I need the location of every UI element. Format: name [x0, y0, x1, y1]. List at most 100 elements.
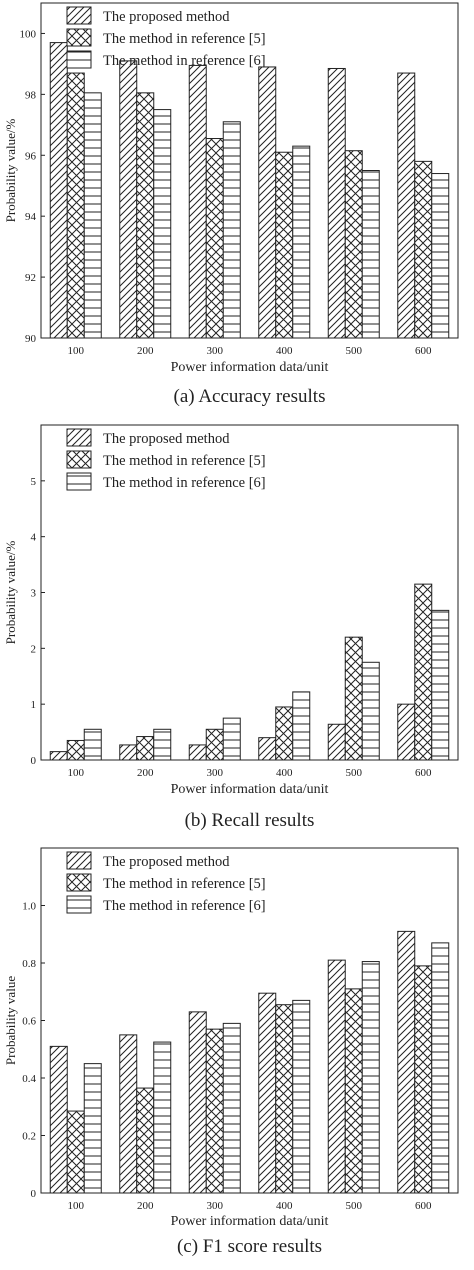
x-tick-label: 200 — [137, 345, 154, 357]
legend-label-1: The proposed method — [103, 431, 230, 447]
bar-500-series-3 — [361, 170, 380, 339]
x-tick-label: 500 — [346, 767, 363, 779]
legend-label-1: The proposed method — [103, 9, 230, 25]
plot-frame — [40, 2, 459, 339]
bar-300-series-3 — [222, 717, 241, 761]
x-tick-label: 500 — [346, 1200, 363, 1212]
legend-label-2: The method in reference [5] — [103, 31, 266, 47]
bar-500-series-1 — [327, 723, 346, 761]
x-tick-label: 600 — [415, 345, 432, 357]
legend-label-3: The method in reference [6] — [103, 475, 266, 491]
x-tick-label: 300 — [207, 345, 224, 357]
y-tick-label: 94 — [25, 211, 37, 223]
x-tick-label: 600 — [415, 767, 432, 779]
y-tick-label: 1.0 — [22, 901, 36, 913]
y-tick-label: 98 — [25, 89, 37, 101]
legend-swatch-3 — [66, 50, 92, 69]
bar-600-series-3 — [431, 942, 450, 1194]
x-tick-label: 300 — [207, 767, 224, 779]
x-tick-label: 200 — [137, 1200, 154, 1212]
bar-300-series-3 — [222, 121, 241, 339]
x-axis-label: Power information data/unit — [171, 1214, 329, 1229]
bar-300-series-3 — [222, 1022, 241, 1194]
bar-500-series-2 — [344, 636, 363, 761]
legend-label-2: The method in reference [5] — [103, 453, 266, 469]
x-tick-label: 400 — [276, 1200, 293, 1212]
bar-600-series-1 — [397, 72, 416, 339]
bar-200-series-1 — [119, 60, 138, 339]
bar-300-series-1 — [188, 744, 207, 761]
panel-caption: (a) Accuracy results — [174, 386, 326, 407]
bar-200-series-2 — [136, 736, 155, 761]
legend-swatch-1 — [66, 6, 92, 25]
bar-300-series-1 — [188, 64, 207, 339]
y-tick-label: 1 — [31, 699, 37, 711]
bar-600-series-3 — [431, 173, 450, 339]
x-tick-label: 100 — [68, 767, 85, 779]
x-tick-label: 200 — [137, 767, 154, 779]
bar-400-series-2 — [275, 1004, 294, 1194]
x-tick-label: 100 — [68, 345, 85, 357]
bar-600-series-2 — [414, 583, 433, 761]
bar-500-series-3 — [361, 661, 380, 761]
bar-500-series-2 — [344, 988, 363, 1194]
y-tick-label: 0.2 — [22, 1131, 36, 1143]
bar-100-series-2 — [66, 739, 85, 761]
panel-caption: (b) Recall results — [185, 810, 315, 831]
y-tick-label: 92 — [25, 272, 36, 284]
bar-400-series-2 — [275, 151, 294, 339]
y-tick-label: 90 — [25, 333, 37, 345]
bar-100-series-2 — [66, 1110, 85, 1194]
y-axis-label: Probability value/% — [3, 119, 18, 223]
bar-100-series-3 — [83, 1063, 102, 1194]
bar-200-series-3 — [153, 1041, 172, 1194]
bar-200-series-2 — [136, 92, 155, 339]
x-tick-label: 300 — [207, 1200, 224, 1212]
y-tick-label: 5 — [31, 476, 37, 488]
y-tick-label: 0.4 — [22, 1073, 36, 1085]
legend-label-3: The method in reference [6] — [103, 53, 266, 69]
chart-panel-1: 90 92 94 96 98 100 100 200 300 400 500 600 The propo… — [3, 2, 459, 407]
y-axis-label: Probability value/% — [3, 541, 18, 645]
bar-200-series-3 — [153, 728, 172, 761]
x-tick-label: 100 — [68, 1200, 85, 1212]
bar-300-series-2 — [205, 138, 224, 339]
bar-400-series-2 — [275, 706, 294, 761]
bar-600-series-1 — [397, 703, 416, 761]
bar-200-series-2 — [136, 1087, 155, 1194]
x-tick-label: 400 — [276, 345, 293, 357]
bar-600-series-2 — [414, 965, 433, 1194]
bar-200-series-1 — [119, 744, 138, 761]
bar-500-series-3 — [361, 961, 380, 1194]
bar-300-series-1 — [188, 1011, 207, 1194]
bar-100-series-1 — [49, 751, 68, 761]
y-tick-label: 0 — [31, 755, 37, 767]
x-tick-label: 400 — [276, 767, 293, 779]
chart-panel-3: 0 0.2 0.4 0.6 0.8 1.0 100 200 300 400 500 600 The pr… — [3, 847, 459, 1257]
bar-400-series-3 — [292, 691, 311, 761]
bar-300-series-2 — [205, 728, 224, 761]
bar-600-series-3 — [431, 609, 450, 761]
bar-600-series-2 — [414, 160, 433, 339]
y-tick-label: 0 — [31, 1188, 37, 1200]
legend-swatch-2 — [66, 28, 92, 47]
legend-swatch-2 — [66, 450, 92, 469]
legend-swatch-1 — [66, 428, 92, 447]
legend-label-3: The method in reference [6] — [103, 898, 266, 914]
chart-panel-2: 0 1 2 3 4 5 100 200 300 400 500 600 The proposed met… — [3, 424, 459, 831]
bar-100-series-3 — [83, 92, 102, 339]
legend-label-2: The method in reference [5] — [103, 876, 266, 892]
y-tick-label: 3 — [31, 588, 37, 600]
y-axis-label: Probability value — [3, 976, 18, 1065]
bar-400-series-1 — [258, 992, 277, 1194]
x-tick-label: 500 — [346, 345, 363, 357]
bar-100-series-1 — [49, 42, 68, 339]
x-axis-label: Power information data/unit — [171, 782, 329, 797]
bar-400-series-1 — [258, 66, 277, 339]
legend-swatch-2 — [66, 873, 92, 892]
bar-500-series-2 — [344, 150, 363, 339]
y-tick-label: 0.8 — [22, 958, 36, 970]
y-tick-label: 2 — [31, 643, 37, 655]
